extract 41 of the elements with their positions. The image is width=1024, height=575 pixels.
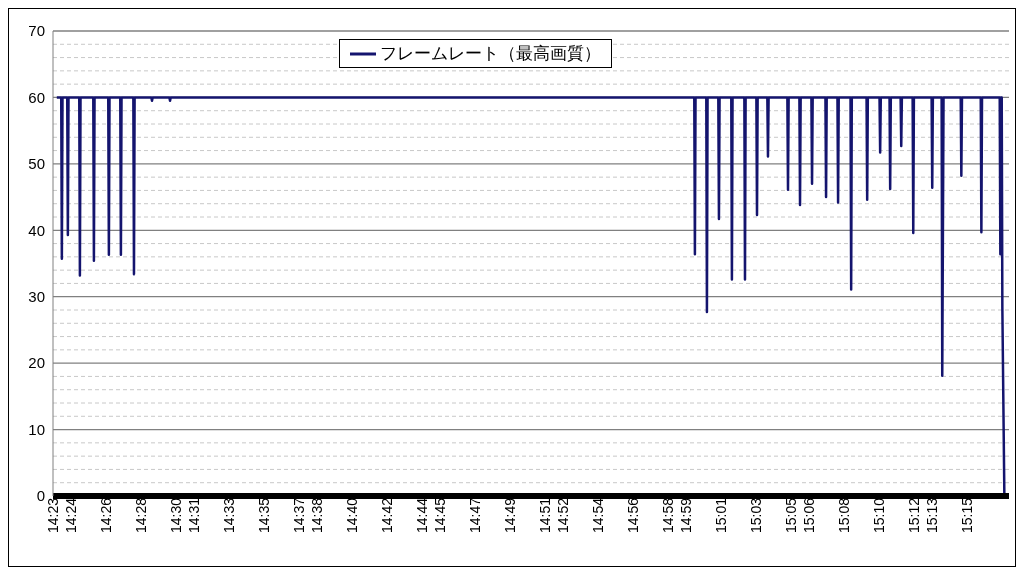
x-tick-label: 14:59 bbox=[677, 497, 694, 534]
y-tick-label: 30 bbox=[28, 288, 45, 306]
x-tick-label: 14:24 bbox=[62, 497, 79, 534]
x-tick-label: 14:37 bbox=[291, 497, 308, 534]
x-tick-label: 14:38 bbox=[308, 497, 325, 534]
x-tick-label: 15:01 bbox=[712, 497, 729, 534]
x-tick-label: 14:28 bbox=[132, 497, 149, 534]
x-tick-label: 14:58 bbox=[660, 497, 677, 534]
x-tick-label: 14:44 bbox=[413, 497, 430, 534]
y-tick-label: 10 bbox=[28, 420, 45, 438]
x-tick-label: 14:23 bbox=[44, 497, 61, 534]
x-tick-label: 14:40 bbox=[343, 497, 360, 534]
y-tick-label: 20 bbox=[28, 354, 45, 372]
x-tick-label: 14:33 bbox=[220, 497, 237, 534]
x-tick-label: 14:26 bbox=[97, 497, 114, 534]
x-tick-label: 15:13 bbox=[923, 497, 940, 534]
x-tick-label: 15:15 bbox=[958, 497, 975, 534]
y-tick-label: 60 bbox=[28, 88, 45, 106]
x-tick-label: 15:03 bbox=[747, 497, 764, 534]
x-tick-label: 14:54 bbox=[589, 497, 606, 534]
x-tick-label: 14:45 bbox=[431, 497, 448, 534]
x-tick-label: 14:31 bbox=[185, 497, 202, 534]
x-tick-label: 14:35 bbox=[255, 497, 272, 534]
x-tick-label: 15:10 bbox=[870, 497, 887, 534]
x-tick-label: 14:52 bbox=[554, 497, 571, 534]
x-tick-label: 14:47 bbox=[466, 497, 483, 534]
x-tick-label: 14:56 bbox=[624, 497, 641, 534]
x-tick-label: 15:12 bbox=[906, 497, 923, 534]
line-series bbox=[55, 96, 1006, 496]
y-tick-label: 40 bbox=[28, 221, 45, 239]
x-tick-label: 14:51 bbox=[537, 497, 554, 534]
x-tick-label: 14:49 bbox=[501, 497, 518, 534]
y-tick-label: 50 bbox=[28, 155, 45, 173]
x-tick-label: 15:06 bbox=[800, 497, 817, 534]
legend-label: フレームレート（最高画質） bbox=[380, 42, 601, 65]
x-tick-label: 15:05 bbox=[783, 497, 799, 534]
y-tick-label: 70 bbox=[28, 22, 45, 40]
x-tick-label: 14:42 bbox=[378, 497, 395, 534]
x-tick-label: 14:30 bbox=[167, 497, 184, 534]
y-tick-label: 0 bbox=[36, 487, 45, 505]
x-tick-label: 15:08 bbox=[835, 497, 852, 534]
